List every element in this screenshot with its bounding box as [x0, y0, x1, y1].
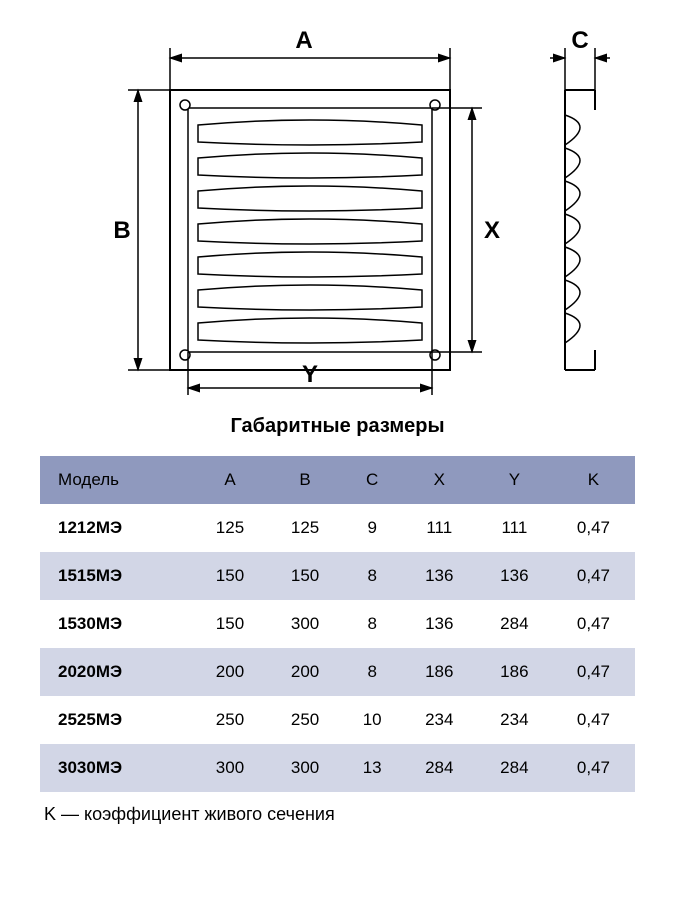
table-cell: 300: [268, 600, 343, 648]
table-header-cell: A: [192, 456, 267, 504]
side-view: [565, 90, 595, 370]
dimension-x: X: [432, 108, 500, 352]
table-row: 2525МЭ250250102342340,47: [40, 696, 635, 744]
table-cell: 150: [268, 552, 343, 600]
table-cell: 8: [343, 648, 402, 696]
table-cell: 0,47: [552, 504, 635, 552]
table-header-cell: X: [402, 456, 477, 504]
table-cell: 0,47: [552, 600, 635, 648]
table-header-row: МодельABCXYK: [40, 456, 635, 504]
table-cell: 150: [192, 552, 267, 600]
label-b: B: [113, 217, 130, 244]
table-cell: 250: [192, 696, 267, 744]
table-cell: 0,47: [552, 552, 635, 600]
front-view: [170, 90, 450, 370]
table-cell: 111: [477, 504, 552, 552]
table-title: Габаритные размеры: [40, 415, 635, 438]
table-cell: 1212МЭ: [40, 504, 192, 552]
table-cell: 1530МЭ: [40, 600, 192, 648]
table-row: 1530МЭ15030081362840,47: [40, 600, 635, 648]
table-header-cell: C: [343, 456, 402, 504]
label-a: A: [295, 27, 312, 54]
table-cell: 186: [477, 648, 552, 696]
dimensions-table: МодельABCXYK 1212МЭ12512591111110,471515…: [40, 456, 635, 792]
table-cell: 2525МЭ: [40, 696, 192, 744]
table-cell: 250: [268, 696, 343, 744]
table-cell: 200: [192, 648, 267, 696]
footnote: K — коэффициент живого сечения: [40, 804, 635, 825]
table-cell: 186: [402, 648, 477, 696]
table-cell: 300: [268, 744, 343, 792]
label-x: X: [484, 217, 500, 244]
table-cell: 136: [402, 552, 477, 600]
table-cell: 234: [402, 696, 477, 744]
table-cell: 125: [268, 504, 343, 552]
table-cell: 10: [343, 696, 402, 744]
technical-diagram: A B X Y: [40, 20, 635, 400]
table-cell: 0,47: [552, 744, 635, 792]
label-y: Y: [302, 361, 318, 388]
table-cell: 9: [343, 504, 402, 552]
table-cell: 200: [268, 648, 343, 696]
table-cell: 2020МЭ: [40, 648, 192, 696]
table-cell: 234: [477, 696, 552, 744]
table-cell: 8: [343, 552, 402, 600]
table-cell: 1515МЭ: [40, 552, 192, 600]
table-cell: 300: [192, 744, 267, 792]
table-row: 1515МЭ15015081361360,47: [40, 552, 635, 600]
table-cell: 8: [343, 600, 402, 648]
table-row: 3030МЭ300300132842840,47: [40, 744, 635, 792]
table-cell: 284: [477, 744, 552, 792]
table-cell: 0,47: [552, 696, 635, 744]
table-header-cell: Модель: [40, 456, 192, 504]
table-cell: 111: [402, 504, 477, 552]
table-cell: 136: [477, 552, 552, 600]
table-cell: 136: [402, 600, 477, 648]
dimension-c: C: [550, 27, 610, 90]
dimension-b: B: [113, 90, 170, 370]
table-cell: 3030МЭ: [40, 744, 192, 792]
grille-diagram: A B X Y: [40, 20, 635, 400]
table-header-cell: Y: [477, 456, 552, 504]
dimension-y: Y: [188, 352, 432, 395]
table-body: 1212МЭ12512591111110,471515МЭ15015081361…: [40, 504, 635, 792]
table-cell: 284: [402, 744, 477, 792]
table-cell: 125: [192, 504, 267, 552]
table-header-cell: B: [268, 456, 343, 504]
table-header-cell: K: [552, 456, 635, 504]
louvers: [198, 120, 422, 343]
dimension-a: A: [170, 27, 450, 90]
table-cell: 150: [192, 600, 267, 648]
label-c: C: [571, 27, 588, 54]
table-row: 2020МЭ20020081861860,47: [40, 648, 635, 696]
table-cell: 0,47: [552, 648, 635, 696]
table-cell: 13: [343, 744, 402, 792]
table-row: 1212МЭ12512591111110,47: [40, 504, 635, 552]
table-cell: 284: [477, 600, 552, 648]
